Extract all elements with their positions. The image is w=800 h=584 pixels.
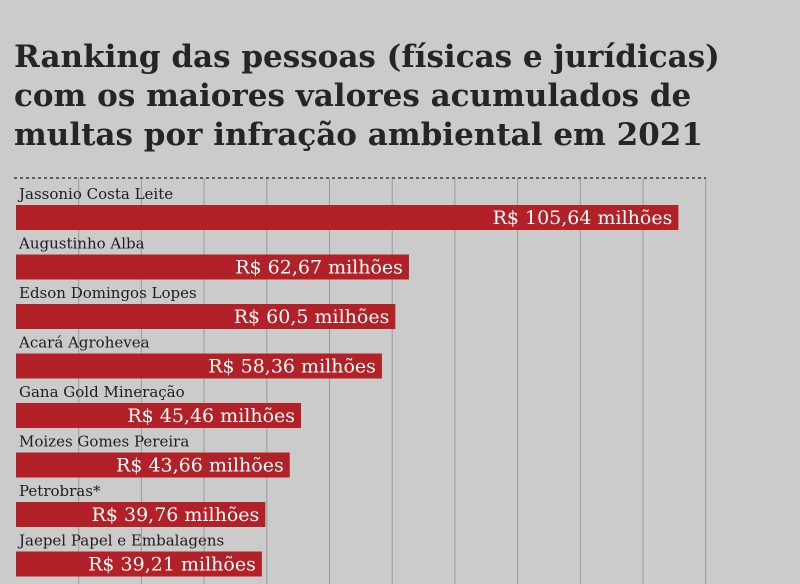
bar [16,502,266,527]
category-label: Jassonio Costa Leite [17,185,173,203]
value-label: R$ 39,76 milhões [92,504,260,526]
title-line-1: Ranking das pessoas (físicas e jurídicas… [14,39,720,75]
category-label: Augustinho Alba [18,235,145,253]
title-line-2: com os maiores valores acumulados de [14,78,692,114]
title-line-3: multas por infração ambiental em 2021 [14,117,703,153]
category-label: Edson Domingos Lopes [19,284,197,302]
category-label: Gana Gold Mineração [19,383,185,401]
value-label: R$ 58,36 milhões [208,356,376,378]
value-label: R$ 39,21 milhões [88,554,256,576]
bar [16,551,262,577]
category-label: Petrobras* [19,482,101,500]
bar [16,304,396,329]
value-label: R$ 60,5 milhões [234,306,390,328]
bar [16,353,382,379]
bar [16,452,290,478]
chart-title: Ranking das pessoas (físicas e jurídicas… [14,38,774,155]
value-label: R$ 105,64 milhões [493,207,673,229]
value-label: R$ 45,46 milhões [127,405,295,427]
bar [16,403,302,428]
bar [16,254,409,280]
category-label: Jaepel Papel e Embalagens [17,532,224,550]
bar [16,205,679,230]
category-label: Moizes Gomes Pereira [19,433,189,451]
category-label: Acará Agrohevea [18,334,150,352]
value-label: R$ 62,67 milhões [235,257,403,279]
value-label: R$ 43,66 milhões [116,455,284,477]
